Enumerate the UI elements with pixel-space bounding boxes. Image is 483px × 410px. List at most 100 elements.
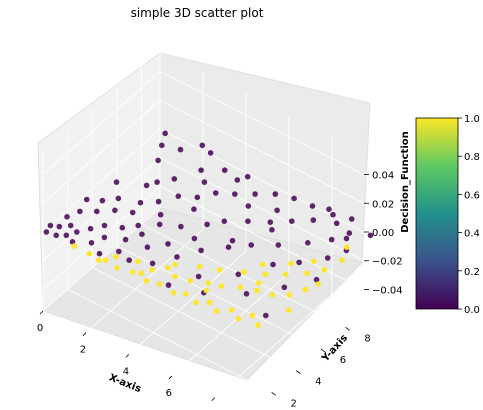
scatter-point xyxy=(195,273,202,280)
scatter-point xyxy=(218,283,225,290)
y-tick xyxy=(271,391,276,396)
scatter-point xyxy=(113,254,119,260)
scatter-point xyxy=(96,250,103,257)
x-tick xyxy=(168,375,173,380)
scatter-point xyxy=(119,224,126,231)
scatter-point xyxy=(88,240,95,246)
scatter-point xyxy=(156,281,163,287)
scatter-point xyxy=(205,280,211,286)
scatter-point xyxy=(143,182,150,189)
scatter-point xyxy=(269,227,275,233)
scatter-point xyxy=(86,250,93,257)
scatter-point xyxy=(165,241,171,247)
scatter-point xyxy=(275,242,282,248)
scatter-point xyxy=(198,247,204,254)
scatter-point xyxy=(63,232,70,239)
x-tick xyxy=(39,310,44,315)
scatter-point xyxy=(348,216,355,222)
chart-title: simple 3D scatter plot xyxy=(131,6,264,20)
scatter-point xyxy=(199,142,206,149)
scatter-point xyxy=(321,267,328,273)
scatter-point xyxy=(305,240,311,246)
scatter-point xyxy=(221,167,228,173)
scatter-point xyxy=(172,261,178,268)
scatter-point xyxy=(204,221,210,228)
scatter-point xyxy=(367,232,374,239)
scatter-point xyxy=(194,194,201,201)
scatter-point xyxy=(255,322,261,329)
x-tick xyxy=(125,354,130,358)
scatter-point xyxy=(235,315,242,322)
scatter-point xyxy=(53,232,59,239)
colorbar-tick-label: 0.8 xyxy=(464,152,480,163)
colorbar-tick-label: 1.0 xyxy=(464,114,480,125)
scatter-point xyxy=(129,209,136,216)
scatter-point xyxy=(67,222,74,229)
scatter-point xyxy=(212,190,219,196)
scatter-point xyxy=(241,269,247,275)
scatter-point xyxy=(155,157,161,164)
scatter-point xyxy=(310,217,317,223)
scatter-point xyxy=(343,235,350,242)
scatter-point xyxy=(116,248,122,255)
scatter-point xyxy=(155,198,162,205)
scatter-point xyxy=(339,257,345,264)
scatter-point xyxy=(203,287,210,294)
scatter-point xyxy=(270,261,276,268)
scatter-point xyxy=(154,179,160,185)
floor-grid-y xyxy=(92,267,297,372)
scatter-point xyxy=(281,284,288,291)
scatter-point xyxy=(225,244,232,250)
scatter-point xyxy=(94,208,100,215)
z-tick-label: −0.02 xyxy=(372,257,403,268)
z-axis-label: Decision_Function xyxy=(400,131,411,233)
scatter-point xyxy=(149,260,156,267)
scatter-point xyxy=(286,292,293,298)
scatter-point xyxy=(311,258,317,265)
scatter-point xyxy=(245,203,252,209)
floor-grid-y xyxy=(141,223,346,328)
scatter-point xyxy=(101,234,108,241)
scatter-point xyxy=(262,271,269,278)
scatter-point xyxy=(115,195,122,202)
scatter-point xyxy=(245,218,251,224)
scatter-point xyxy=(274,207,280,214)
z-tick-label: 0.04 xyxy=(372,171,394,182)
scatter-point xyxy=(229,237,236,244)
scatter-point xyxy=(252,191,258,197)
scatter-point xyxy=(207,150,214,156)
wall-grid-horizontal xyxy=(42,157,365,262)
scatter-point xyxy=(69,239,76,245)
x-tick-label: 4 xyxy=(123,366,129,377)
scatter-point xyxy=(249,312,256,319)
scatter-point xyxy=(139,231,145,237)
wall-grid-horizontal xyxy=(42,99,365,204)
scatter-point xyxy=(232,191,238,197)
scatter-point xyxy=(216,267,223,273)
floor-grid-x xyxy=(128,251,247,355)
scatter-point xyxy=(56,223,63,230)
scatter-point xyxy=(74,229,80,235)
scatter-point xyxy=(101,222,108,229)
scatter-point xyxy=(122,236,129,243)
scatter-point xyxy=(77,208,83,215)
scatter-point xyxy=(96,257,102,264)
scatter-point xyxy=(143,278,150,284)
colorbar-tick-label: 0.2 xyxy=(464,267,480,278)
scatter-point xyxy=(99,197,106,204)
scatter-point xyxy=(193,299,199,306)
scatter-point xyxy=(289,218,295,224)
scatter-point xyxy=(191,235,198,242)
scatter-point xyxy=(272,191,279,197)
scatter-point xyxy=(165,282,172,288)
colorbar-ticks: 0.0 0.2 0.4 0.6 0.8 1.0 xyxy=(458,114,480,316)
scatter-point xyxy=(221,218,228,224)
scatter-point xyxy=(126,257,132,264)
y-tick-label: 4 xyxy=(315,377,321,388)
x-tick xyxy=(211,397,216,402)
scatter-point xyxy=(234,177,241,183)
scatter-point xyxy=(255,280,262,286)
colorbar-tick-label: 0.6 xyxy=(464,190,480,201)
scatter-point xyxy=(313,276,320,283)
scatter-point xyxy=(182,291,189,297)
